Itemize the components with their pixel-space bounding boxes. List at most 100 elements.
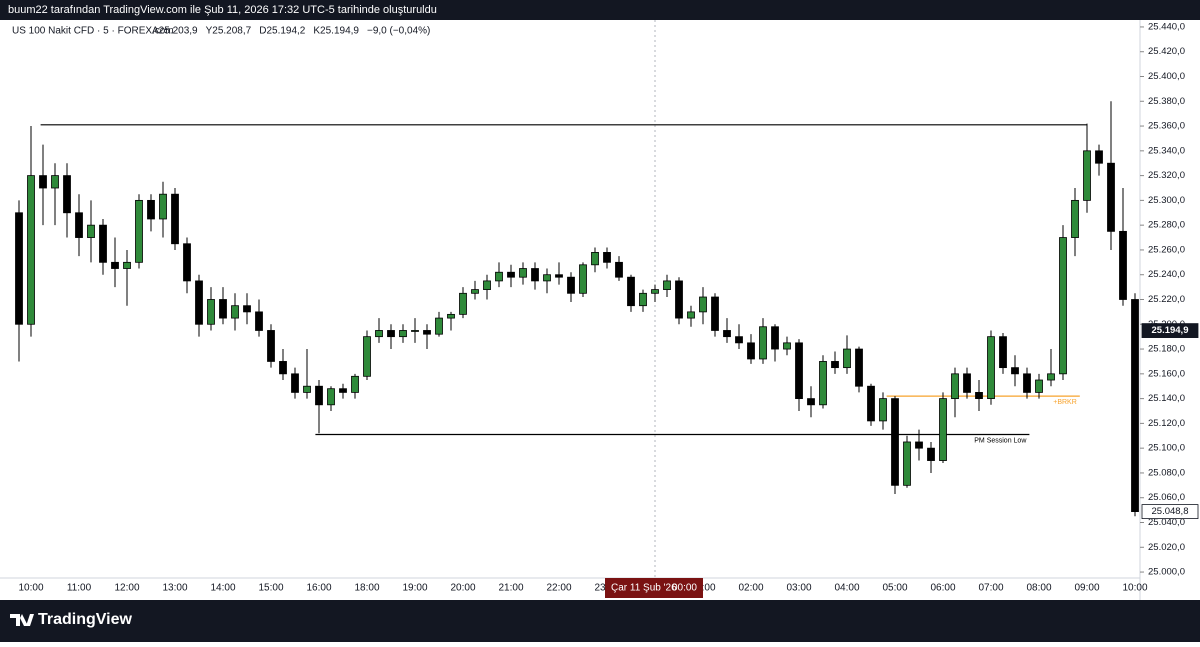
candle-body <box>843 348 851 369</box>
y-tick-label: 25.080,0 <box>1148 467 1185 478</box>
candle-body <box>75 212 83 238</box>
y-tick-label: 25.240,0 <box>1148 269 1185 280</box>
x-tick-label: 10:00 <box>1122 583 1147 594</box>
y-tick-label: 25.420,0 <box>1148 46 1185 57</box>
candle-body <box>231 305 239 319</box>
candle-body <box>555 274 563 278</box>
level-label: +BRKR <box>1053 399 1077 406</box>
x-tick-label: 16:00 <box>306 583 331 594</box>
candle-body <box>423 330 431 335</box>
candle-body <box>447 313 455 319</box>
candle-body <box>951 373 959 400</box>
candle-body <box>435 317 443 335</box>
candle-body <box>639 292 647 307</box>
candle-body <box>1131 299 1139 512</box>
quote-value: −9,0 (−0,04%) <box>367 26 430 37</box>
x-tick-label: 15:00 <box>258 583 283 594</box>
candle-body <box>987 336 995 400</box>
candle-body <box>879 398 887 422</box>
y-tick-label: 25.340,0 <box>1148 145 1185 156</box>
candle-body <box>15 212 23 325</box>
quote-value: A25.203,9 <box>152 26 198 37</box>
x-tick-label: 09:00 <box>1074 583 1099 594</box>
candle-body <box>291 373 299 393</box>
y-tick-label: 25.320,0 <box>1148 170 1185 181</box>
x-tick-label: 13:00 <box>162 583 187 594</box>
candle-body <box>867 385 875 422</box>
brand: TradingView <box>38 611 133 628</box>
candle-body <box>39 175 47 189</box>
y-tick-label: 25.180,0 <box>1148 344 1185 355</box>
y-tick-label: 25.000,0 <box>1148 567 1185 578</box>
quote-value: D25.194,2 <box>259 26 306 37</box>
x-tick-label: 11:00 <box>67 583 92 594</box>
candle-body <box>267 330 275 362</box>
candle-body <box>711 296 719 331</box>
x-tick-label: 19:00 <box>402 583 427 594</box>
y-tick-label: 25.060,0 <box>1148 492 1185 503</box>
candle-body <box>543 274 551 282</box>
candle-body <box>627 276 635 307</box>
candle-body <box>591 252 599 266</box>
candle-body <box>87 224 95 238</box>
x-tick-label: 05:00 <box>882 583 907 594</box>
crosshair-date: Çar 11 Şub '26 <box>611 583 677 594</box>
candle-body <box>1035 379 1043 393</box>
candle-body <box>519 268 527 278</box>
crosshair-box <box>605 578 703 598</box>
price-label: 25.048,8 <box>1152 506 1189 517</box>
candle-body <box>891 398 899 486</box>
candle-body <box>939 398 947 461</box>
y-tick-label: 25.020,0 <box>1148 542 1185 553</box>
candle-body <box>807 398 815 406</box>
candle-body <box>999 336 1007 369</box>
candle-body <box>723 330 731 338</box>
candle-body <box>255 311 263 331</box>
y-tick-label: 25.220,0 <box>1148 294 1185 305</box>
candle-body <box>963 373 971 393</box>
candle-body <box>195 280 203 325</box>
x-tick-label: 22:00 <box>546 583 571 594</box>
candle-body <box>1023 373 1031 393</box>
candle-body <box>1083 150 1091 201</box>
x-tick-label: 18:00 <box>354 583 379 594</box>
candle-body <box>147 199 155 220</box>
candle-body <box>207 299 215 325</box>
candle-body <box>903 441 911 486</box>
y-tick-label: 25.280,0 <box>1148 220 1185 231</box>
x-tick-label: 21:00 <box>498 583 523 594</box>
candle-body <box>471 289 479 294</box>
y-tick-label: 25.100,0 <box>1148 443 1185 454</box>
candle-body <box>411 330 419 332</box>
candle-body <box>1047 373 1055 381</box>
candle-body <box>1071 199 1079 238</box>
y-tick-label: 25.360,0 <box>1148 121 1185 132</box>
x-tick-label: 20:00 <box>450 583 475 594</box>
candle-body <box>123 261 131 269</box>
candle-body <box>363 336 371 377</box>
candle-body <box>675 280 683 319</box>
candle-body <box>1059 237 1067 375</box>
y-tick-label: 25.260,0 <box>1148 244 1185 255</box>
candle-body <box>303 385 311 393</box>
candle-body <box>567 276 575 294</box>
candle-body <box>135 199 143 263</box>
candle-body <box>375 330 383 338</box>
candle-body <box>495 271 503 282</box>
x-tick-label: 14:00 <box>210 583 235 594</box>
candle-body <box>63 175 71 214</box>
candle-body <box>159 193 167 220</box>
candle-body <box>603 252 611 263</box>
candle-body <box>795 342 803 400</box>
candle-body <box>399 330 407 338</box>
y-tick-label: 25.120,0 <box>1148 418 1185 429</box>
candle-body <box>351 375 359 393</box>
candle-body <box>315 385 323 406</box>
price-label-box <box>1141 504 1199 519</box>
candle-body <box>651 289 659 294</box>
candle-body <box>99 224 107 263</box>
candle-body <box>327 388 335 406</box>
x-tick-label: 01:00 <box>690 583 715 594</box>
